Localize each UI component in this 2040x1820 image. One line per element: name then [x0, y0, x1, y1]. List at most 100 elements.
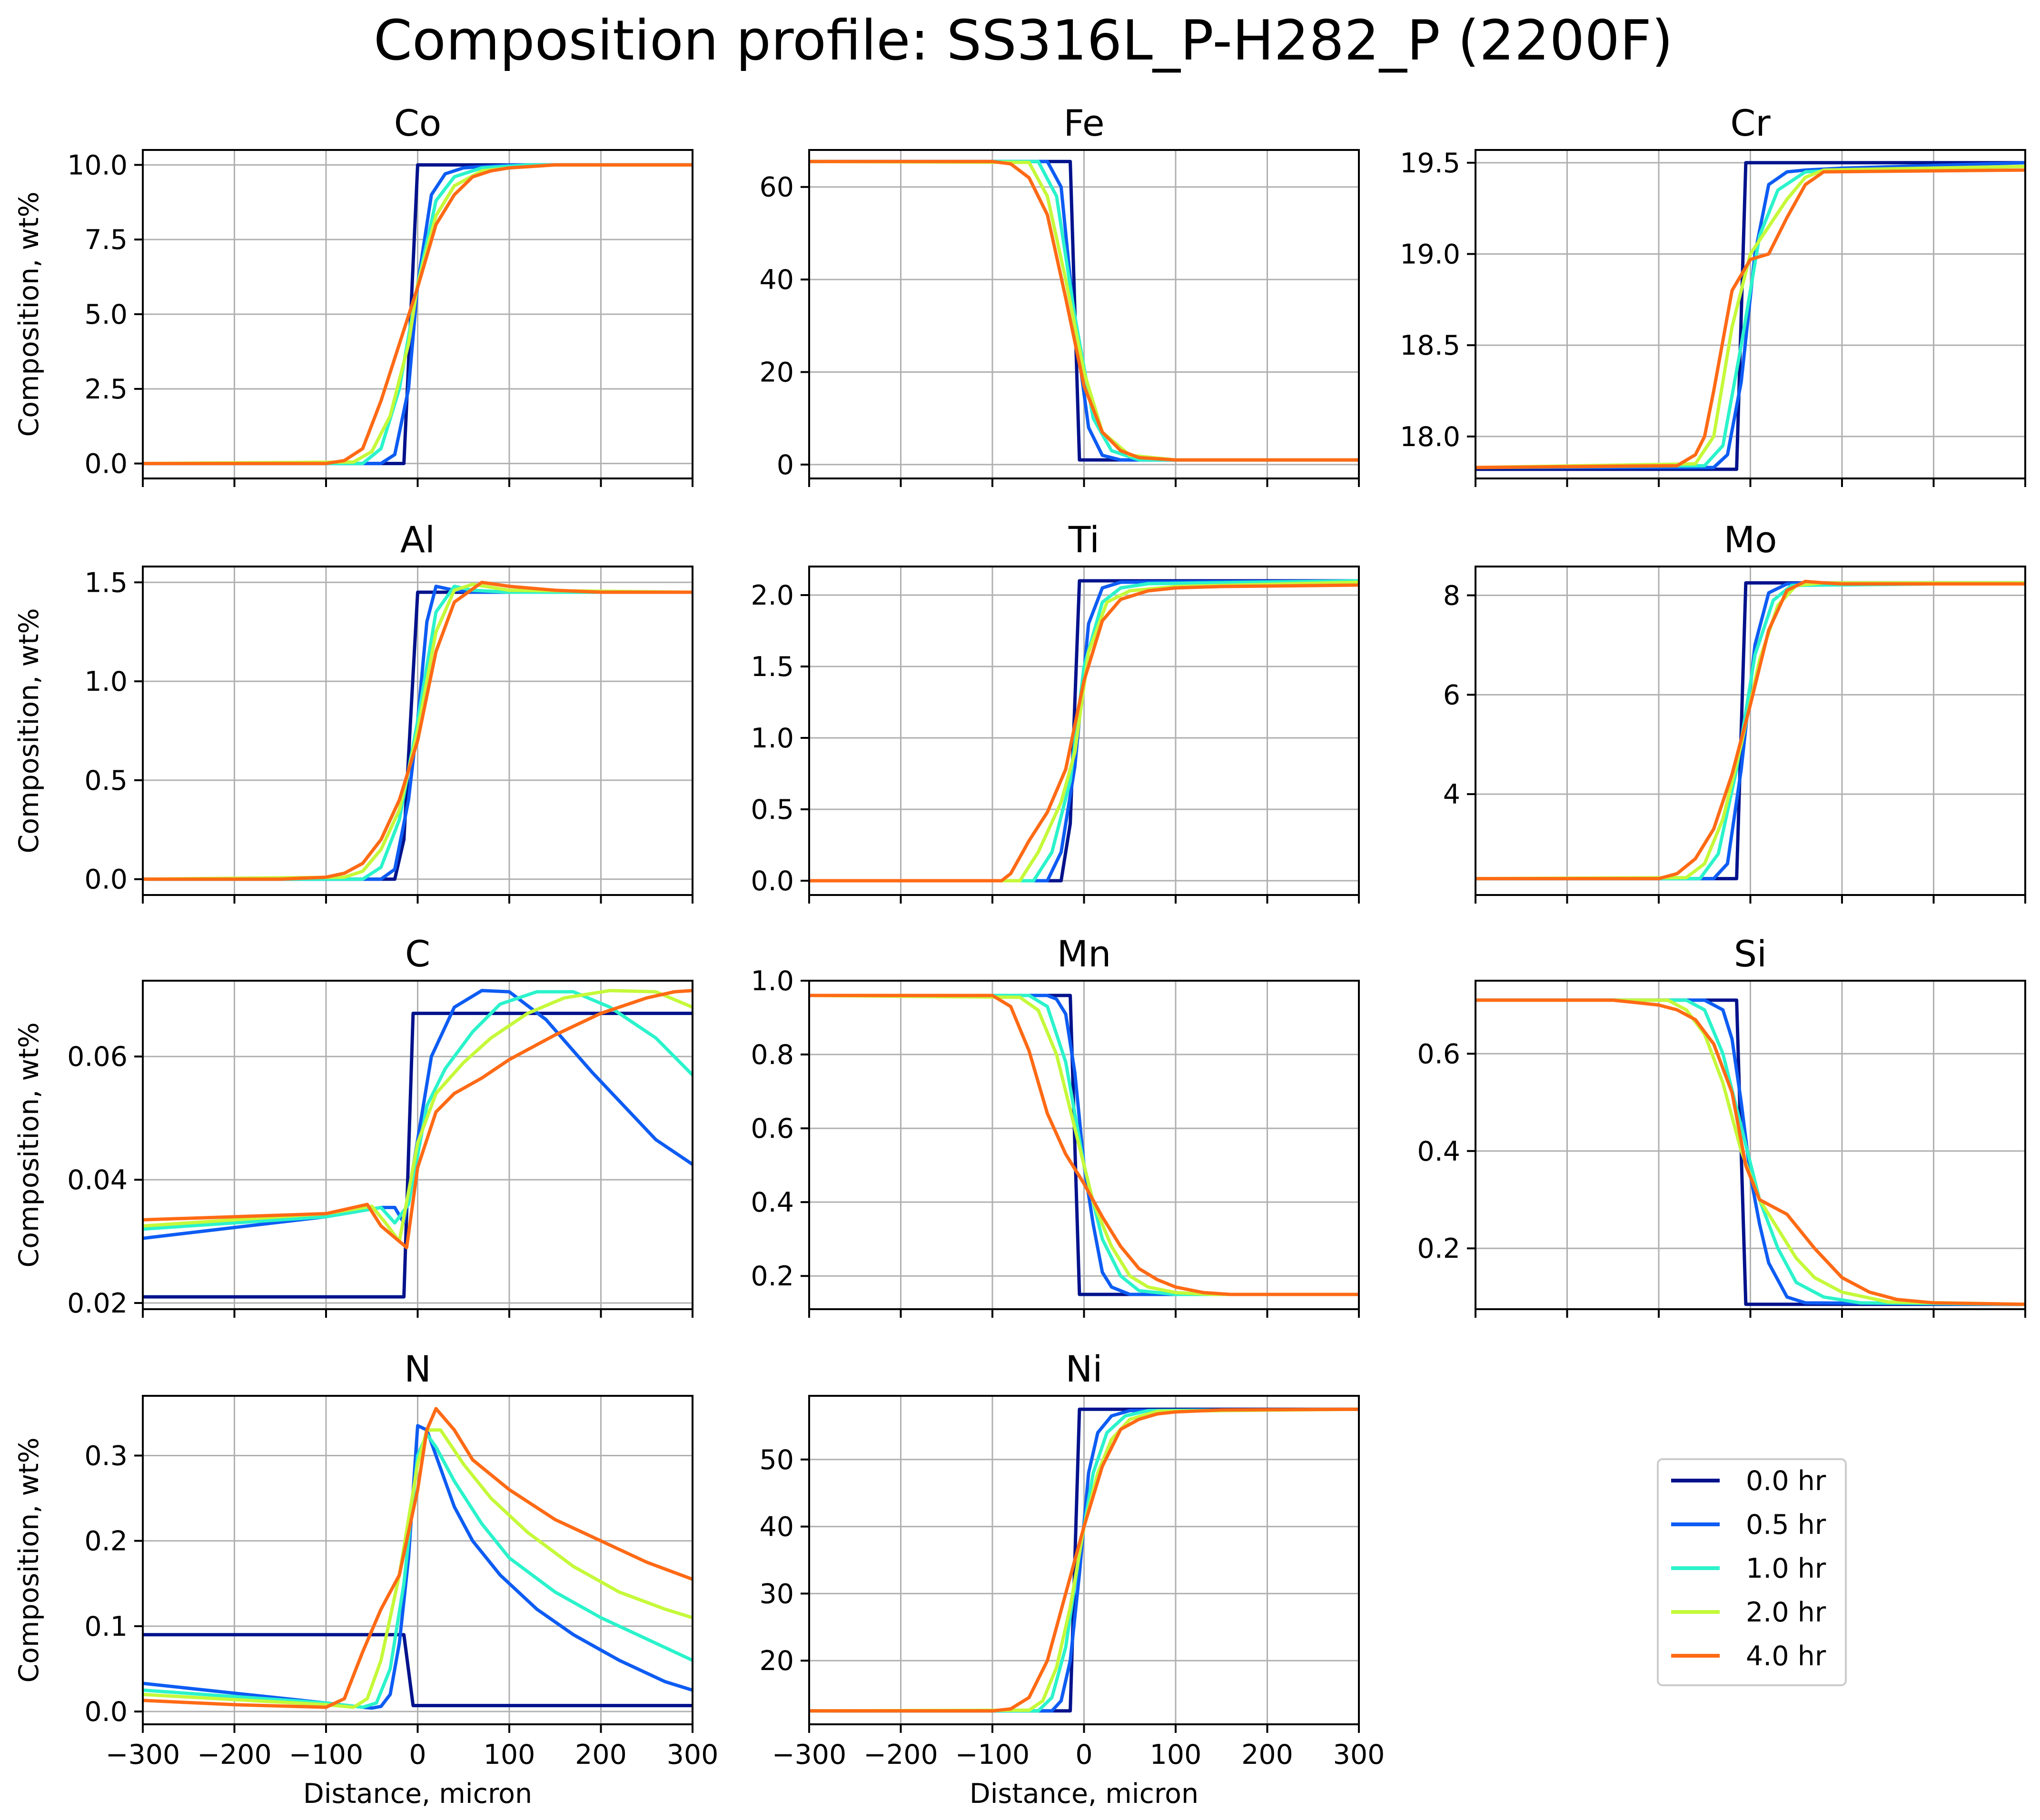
y-tick-label: 1.0: [751, 965, 794, 997]
series-line-4_0-hr: [809, 583, 1359, 883]
y-tick-label: 0.0: [751, 865, 794, 897]
panel-si: 0.2 0.4 0.6 Si: [1417, 933, 2026, 1318]
series-line-2_0-hr: [143, 582, 693, 881]
y-tick-label: 8: [1443, 580, 1460, 612]
y-tick-label: 0: [777, 449, 794, 481]
x-tick-label: −200: [197, 1739, 272, 1770]
y-tick-label: 0.5: [84, 765, 128, 796]
y-tick-label: 19.0: [1400, 239, 1460, 270]
series-group: [809, 994, 1359, 1296]
y-tick-label: 0.0: [84, 448, 128, 480]
panel-mn: 0.2 0.4 0.6 0.8 1.0 Mn: [751, 933, 1360, 1318]
legend-item: 1.0 hr: [1671, 1553, 1826, 1584]
series-line-4_0-hr: [809, 159, 1359, 462]
y-tick-label: 0.2: [751, 1261, 794, 1292]
y-tick-label: 7.5: [84, 224, 128, 256]
y-tick-label: 30: [759, 1578, 794, 1610]
series-group: [1476, 579, 2025, 881]
series-line-4_0-hr: [1476, 579, 2025, 881]
series-line-2_0-hr: [143, 989, 693, 1243]
y-tick-label: 2.5: [84, 374, 128, 405]
y-tick-label: 5.0: [84, 299, 128, 330]
panel-title: C: [405, 933, 430, 975]
panel-title: Ni: [1066, 1348, 1103, 1390]
series-group: [143, 580, 693, 881]
y-axis-label: Composition, wt%: [13, 608, 45, 853]
y-tick-label: 20: [759, 1645, 794, 1677]
x-tick-label: −100: [955, 1739, 1030, 1770]
y-tick-label: 20: [759, 357, 794, 388]
y-tick-label: 1.5: [751, 651, 794, 683]
series-line-0_0-hr: [1476, 161, 2025, 471]
series-line-0_5-hr: [143, 989, 693, 1240]
x-tick-label: −300: [772, 1739, 847, 1770]
panel-title: Fe: [1063, 102, 1104, 144]
panel-title: N: [404, 1348, 431, 1390]
panel-al: 0.0 0.5 1.0 1.5 Al Composition, wt%: [13, 518, 693, 904]
legend-label: 2.0 hr: [1746, 1597, 1826, 1628]
legend-label: 4.0 hr: [1746, 1641, 1826, 1672]
panel-title: Si: [1734, 933, 1767, 975]
x-axis-label: Distance, micron: [970, 1778, 1198, 1810]
series-line-4_0-hr: [1476, 168, 2025, 469]
series-group: [1476, 998, 2025, 1306]
panel-title: Co: [394, 102, 442, 144]
panel-title: Ti: [1068, 518, 1099, 561]
y-tick-label: 10.0: [67, 149, 128, 181]
y-tick-label: 0.3: [84, 1440, 128, 1472]
series-group: [143, 163, 693, 466]
series-line-4_0-hr: [143, 580, 693, 881]
y-tick-label: 0.0: [84, 864, 128, 895]
series-line-4_0-hr: [143, 163, 693, 466]
y-tick-label: 0.4: [1417, 1136, 1460, 1167]
series-line-0_5-hr: [143, 585, 693, 881]
x-tick-label: −300: [106, 1739, 180, 1770]
y-tick-label: 0.5: [751, 794, 794, 825]
legend-item: 4.0 hr: [1671, 1641, 1826, 1672]
panel-co: 0.0 2.5 5.0 7.5 10.0 Co Composition, wt%: [13, 102, 693, 487]
series-group: [809, 1407, 1359, 1713]
y-tick-label: 18.0: [1400, 421, 1460, 453]
y-tick-label: 0.0: [84, 1696, 128, 1728]
y-axis-label: Composition, wt%: [13, 1437, 45, 1682]
y-axis-label: Composition, wt%: [13, 191, 45, 437]
panel-title: Mn: [1057, 933, 1111, 975]
x-tick-label: 0: [1075, 1739, 1092, 1770]
panel-fe: 0 20 40 60 Fe: [759, 102, 1360, 487]
y-tick-label: 1.0: [84, 666, 128, 697]
series-group: [809, 159, 1359, 462]
series-line-1_0-hr: [143, 585, 693, 881]
series-group: [143, 989, 693, 1299]
series-line-4_0-hr: [1476, 998, 2025, 1306]
series-line-4_0-hr: [809, 1407, 1359, 1713]
y-tick-label: 0.6: [751, 1113, 794, 1144]
y-tick-label: 50: [759, 1444, 794, 1476]
panel-title: Al: [400, 518, 435, 561]
y-tick-label: 0.4: [751, 1187, 794, 1218]
x-tick-label: 200: [1241, 1739, 1293, 1770]
legend-label: 1.0 hr: [1746, 1553, 1826, 1584]
legend: 0.0 hr 0.5 hr 1.0 hr 2.0 hr 4.0 hr: [1657, 1458, 1847, 1686]
panel-ti: 0.0 0.5 1.0 1.5 2.0 Ti: [751, 518, 1360, 904]
y-tick-label: 0.2: [1417, 1233, 1460, 1264]
series-group: [143, 1407, 693, 1710]
y-tick-label: 40: [759, 264, 794, 296]
y-tick-label: 60: [759, 172, 794, 203]
x-tick-label: 100: [1150, 1739, 1202, 1770]
series-group: [1476, 161, 2025, 471]
y-tick-label: 0.1: [84, 1611, 128, 1642]
series-line-0_0-hr: [143, 1012, 693, 1299]
x-tick-label: 300: [667, 1739, 719, 1770]
series-line-4_0-hr: [143, 1407, 693, 1709]
legend-box: [1657, 1458, 1847, 1686]
x-tick-label: 100: [484, 1739, 535, 1770]
figure-title: Composition profile: SS316L_P-H282_P (22…: [374, 9, 1673, 73]
legend-label: 0.0 hr: [1746, 1465, 1826, 1497]
y-tick-label: 6: [1443, 679, 1460, 711]
series-line-1_0-hr: [143, 163, 693, 466]
y-tick-label: 0.02: [67, 1288, 128, 1319]
legend-label: 0.5 hr: [1746, 1509, 1826, 1541]
series-line-4_0-hr: [143, 989, 693, 1249]
y-tick-label: 0.04: [67, 1164, 128, 1196]
